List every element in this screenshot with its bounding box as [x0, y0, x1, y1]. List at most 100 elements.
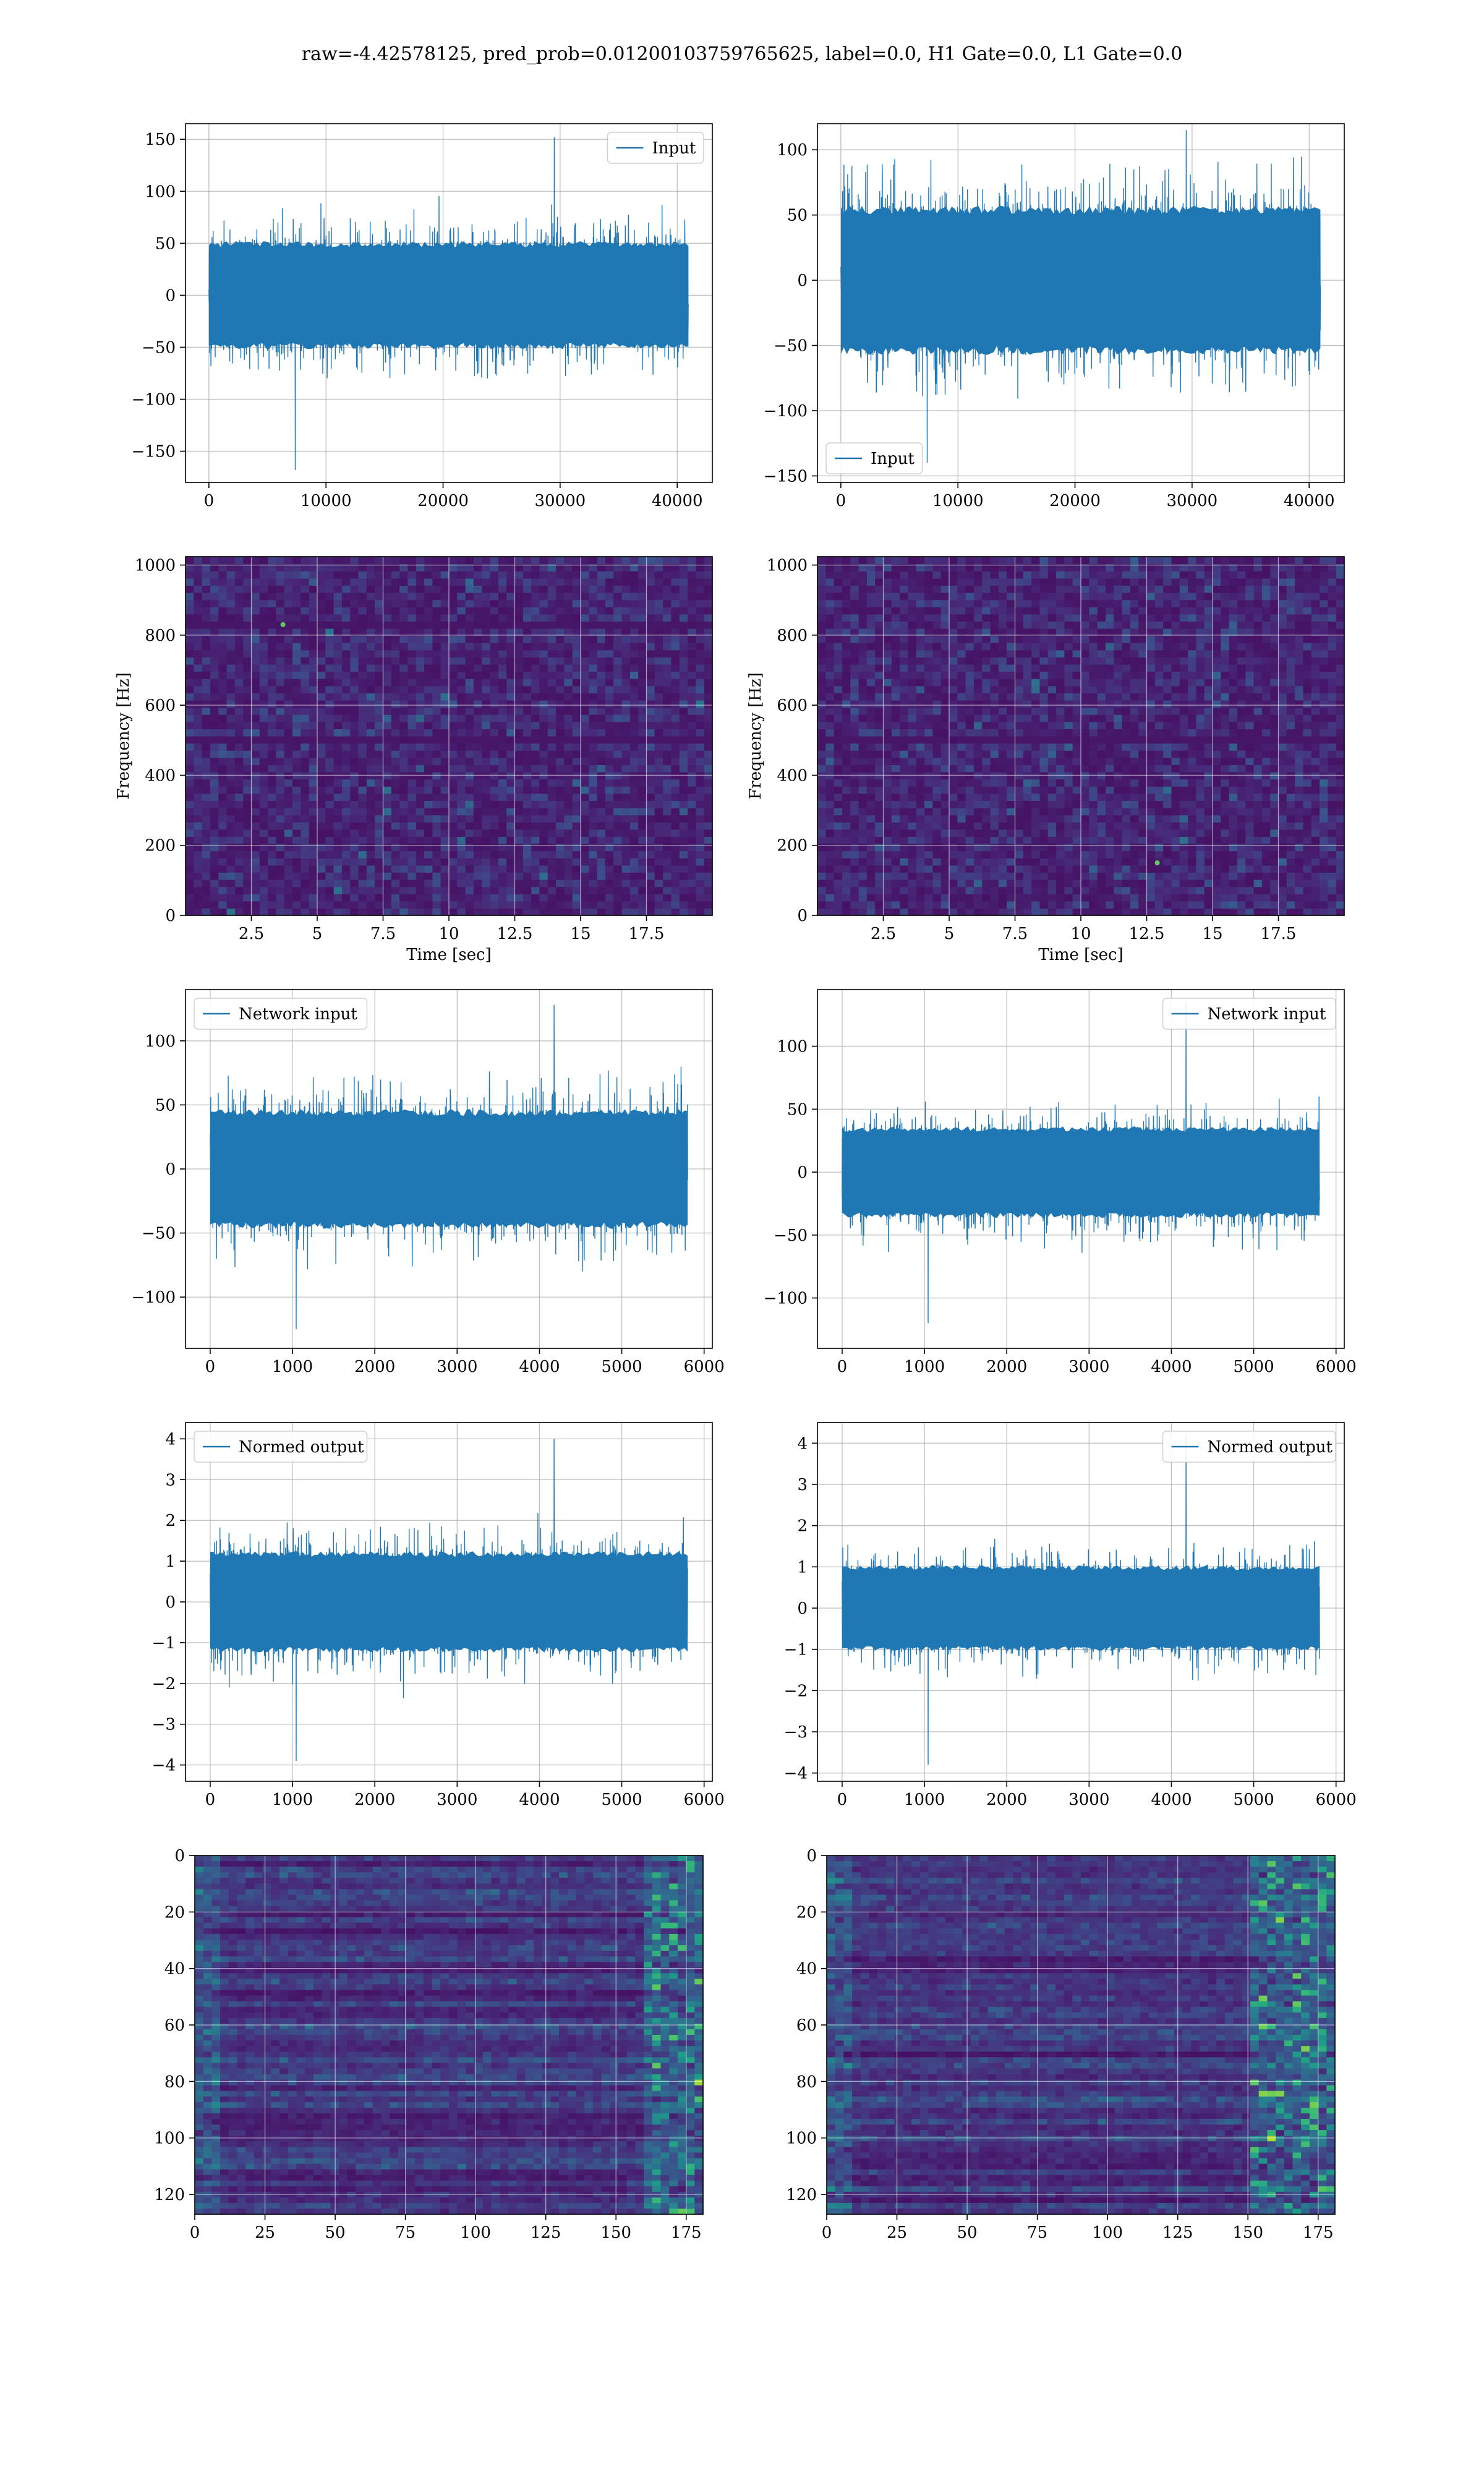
- spectrogram-cell: [276, 822, 284, 829]
- spectrogram-cell: [194, 621, 202, 628]
- spectrogram-cell: [301, 686, 309, 693]
- spectrogram-cell: [908, 822, 916, 829]
- spectrogram-cell: [194, 678, 202, 686]
- spectrogram-cell: [399, 858, 408, 865]
- spectrogram-cell: [573, 593, 581, 600]
- spectrogram-cell: [301, 786, 309, 794]
- spectrogram-cell: [1007, 829, 1015, 837]
- spectrogram-cell: [416, 621, 425, 628]
- spectrogram-cell: [474, 693, 482, 700]
- spectrogram-cell: [260, 851, 268, 858]
- spectrogram-cell: [688, 722, 696, 729]
- spectrogram-cell: [506, 571, 515, 578]
- spectrogram-cell: [292, 865, 301, 873]
- spectrogram-cell: [1320, 729, 1328, 736]
- spectrogram-cell: [1180, 758, 1188, 765]
- spectrogram-cell: [932, 887, 941, 894]
- spectrogram-cell: [457, 758, 466, 765]
- spectrogram-cell: [1303, 887, 1311, 894]
- spectrogram-cell: [1229, 901, 1238, 909]
- spectrogram-cell: [680, 672, 688, 679]
- spectrogram-cell: [1064, 743, 1073, 751]
- spectrogram-cell: [892, 729, 900, 736]
- spectrogram-cell: [1303, 858, 1311, 865]
- spectrogram-cell: [260, 794, 268, 801]
- spectrogram-cell: [498, 836, 507, 844]
- spectrogram-cell: [613, 786, 622, 794]
- spectrogram-cell: [292, 764, 301, 772]
- spectrogram-cell: [630, 729, 639, 736]
- spectrogram-cell: [1303, 844, 1311, 851]
- spectrogram-cell: [1130, 794, 1139, 801]
- spectrogram-cell: [260, 865, 268, 873]
- x-tick-label: 20000: [1049, 492, 1101, 510]
- spectrogram-cell: [432, 880, 441, 887]
- spectrogram-cell: [1039, 808, 1048, 815]
- spectrogram-cell: [1015, 880, 1024, 887]
- spectrogram-cell: [301, 614, 309, 622]
- spectrogram-cell: [1155, 794, 1164, 801]
- spectrogram-cell: [523, 664, 532, 672]
- spectrogram-cell: [301, 643, 309, 650]
- spectrogram-cell: [622, 908, 631, 915]
- spectrogram-cell: [1122, 764, 1131, 772]
- spectrogram-cell: [1106, 901, 1114, 909]
- spectrogram-cell: [375, 743, 383, 751]
- spectrogram-cell: [1311, 750, 1320, 758]
- spectrogram-cell: [1205, 865, 1213, 873]
- spectrogram-cell: [375, 750, 383, 758]
- spectrogram-cell: [416, 643, 425, 650]
- spectrogram-cell: [1138, 772, 1147, 779]
- spectrogram-cell: [1114, 887, 1122, 894]
- spectrogram-cell: [342, 822, 351, 829]
- spectrogram-cell: [539, 614, 548, 622]
- spectrogram-cell: [498, 686, 507, 693]
- spectrogram-cell: [391, 758, 400, 765]
- spectrogram-cell: [1056, 858, 1065, 865]
- spectrogram-cell: [957, 844, 966, 851]
- spectrogram-cell: [416, 786, 425, 794]
- spectrogram-cell: [466, 585, 474, 593]
- spectrogram-cell: [1336, 908, 1345, 915]
- spectrogram-cell: [375, 557, 383, 564]
- spectrogram-cell: [688, 844, 696, 851]
- spectrogram-cell: [564, 714, 573, 722]
- spectrogram-cell: [515, 894, 524, 901]
- spectrogram-cell: [317, 901, 326, 909]
- spectrogram-cell: [1039, 794, 1048, 801]
- spectrogram-cell: [268, 901, 276, 909]
- spectrogram-cell: [655, 750, 663, 758]
- spectrogram-cell: [605, 714, 614, 722]
- spectrogram-cell: [1205, 772, 1213, 779]
- spectrogram-cell: [218, 708, 227, 715]
- spectrogram-cell: [556, 678, 565, 686]
- spectrogram-cell: [1295, 894, 1303, 901]
- spectrogram-cell: [301, 678, 309, 686]
- spectrogram-cell: [490, 578, 499, 586]
- spectrogram-cell: [523, 600, 532, 607]
- spectrogram-cell: [1081, 872, 1090, 880]
- spectrogram-cell: [647, 758, 655, 765]
- spectrogram-cell: [1122, 872, 1131, 880]
- spectrogram-cell: [424, 743, 433, 751]
- spectrogram-cell: [391, 585, 400, 593]
- spectrogram-cell: [309, 557, 318, 564]
- spectrogram-cell: [449, 836, 458, 844]
- spectrogram-cell: [441, 585, 450, 593]
- spectrogram-cell: [941, 743, 950, 751]
- spectrogram-cell: [466, 829, 474, 837]
- spectrogram-cell: [892, 779, 900, 787]
- spectrogram-cell: [1270, 758, 1279, 765]
- spectrogram-cell: [850, 750, 859, 758]
- spectrogram-cell: [334, 729, 343, 736]
- spectrogram-cell: [1155, 729, 1164, 736]
- spectrogram-cell: [622, 836, 631, 844]
- spectrogram-cell: [194, 708, 202, 715]
- spectrogram-cell: [474, 786, 482, 794]
- spectrogram-cell: [531, 636, 540, 643]
- spectrogram-cell: [1171, 800, 1180, 808]
- spectrogram-cell: [1130, 901, 1139, 909]
- spectrogram-cell: [474, 901, 482, 909]
- y-tick-label: 100: [145, 182, 176, 201]
- spectrogram-cell: [875, 865, 884, 873]
